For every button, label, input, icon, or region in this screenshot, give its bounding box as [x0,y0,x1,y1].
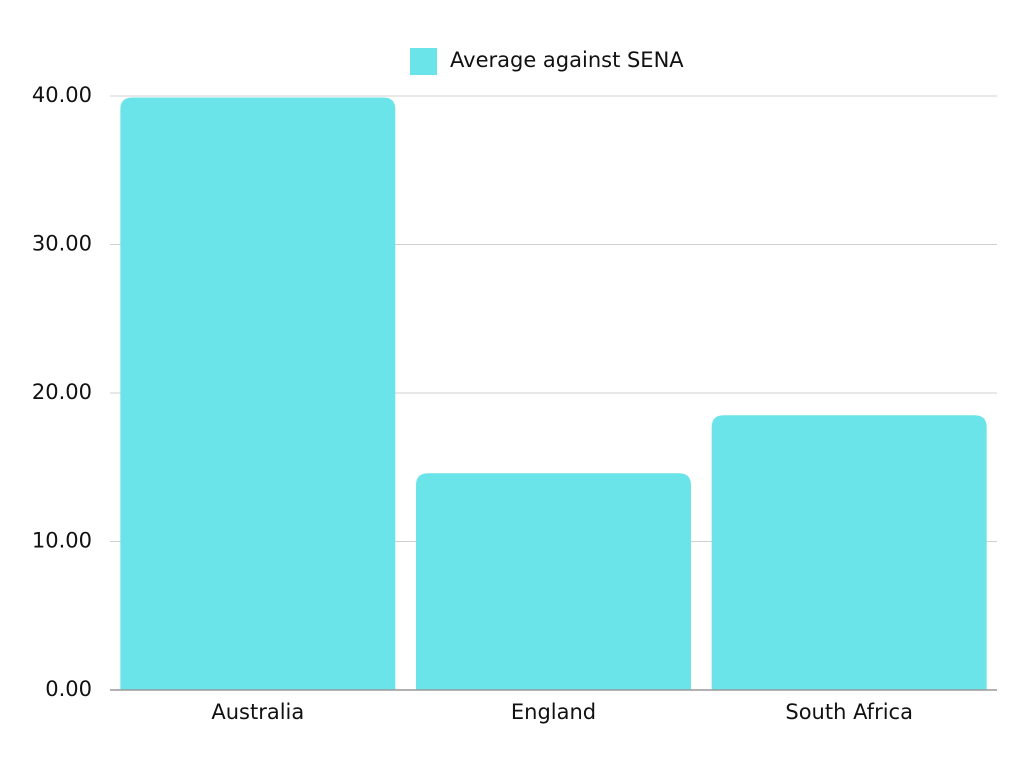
y-tick-label: 10.00 [32,529,92,553]
y-tick-label: 0.00 [45,677,92,701]
bar [120,97,396,691]
y-tick-label: 30.00 [32,232,92,256]
y-tick-label: 40.00 [32,83,92,107]
x-tick-label: South Africa [785,700,913,724]
bar [711,415,987,690]
x-tick-label: Australia [211,700,304,724]
legend-label: Average against SENA [450,48,684,72]
y-tick-label: 20.00 [32,380,92,404]
bar [416,473,691,690]
x-tick-label: England [511,700,596,724]
legend-swatch [410,48,437,75]
